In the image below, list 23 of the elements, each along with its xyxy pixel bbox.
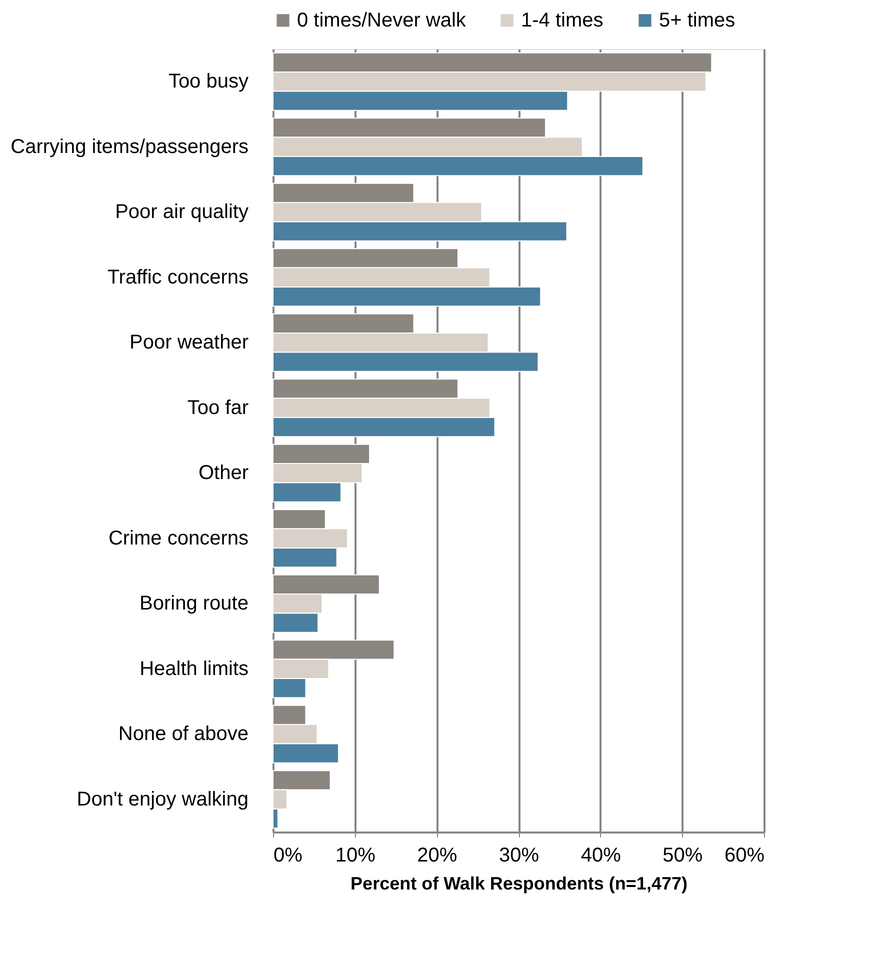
y-tick-label: Too busy — [168, 70, 248, 93]
y-tick-label: Traffic concerns — [107, 266, 248, 288]
y-tick-label: Boring route — [140, 592, 248, 615]
y-tick-label: Poor air quality — [115, 201, 248, 224]
x-tick-label: 60% — [724, 844, 765, 866]
x-tick-label: 50% — [662, 844, 703, 866]
y-tick-label: Poor weather — [130, 332, 249, 354]
y-tick-label: Don't enjoy walking — [76, 788, 248, 810]
y-tick-label: Health limits — [140, 658, 248, 680]
x-axis-title: Percent of Walk Respondents (n=1,477) — [350, 874, 688, 894]
y-tick-label: Carrying items/passengers — [10, 136, 248, 158]
y-tick-label: Crime concerns — [108, 527, 248, 550]
y-tick-label: Other — [198, 462, 249, 484]
y-tick-label: Too far — [187, 396, 249, 419]
x-tick-label: 10% — [335, 844, 376, 866]
y-tick-label: None of above — [118, 723, 248, 746]
x-tick-label: 30% — [498, 844, 540, 866]
x-tick-label: 40% — [580, 844, 622, 866]
legend-label: 5+ times — [659, 9, 736, 32]
legend-label: 0 times/Never walk — [297, 9, 467, 32]
x-tick-label: 20% — [417, 844, 458, 866]
x-tick-label: 0% — [274, 844, 303, 866]
legend-label: 1-4 times — [521, 9, 604, 32]
